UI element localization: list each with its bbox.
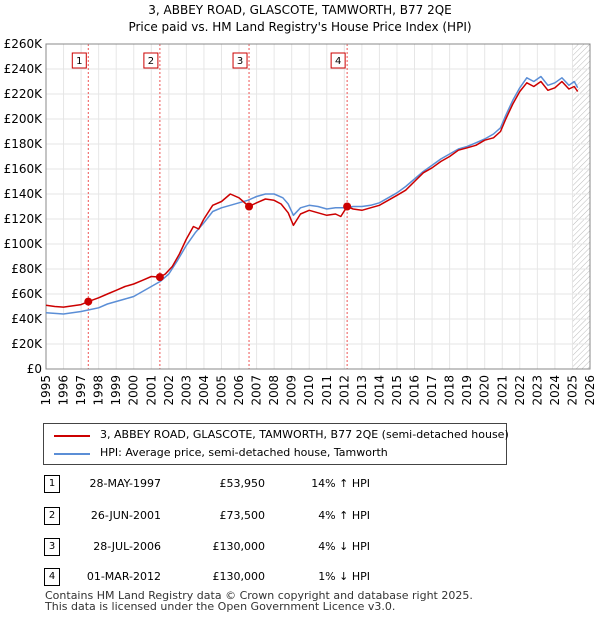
x-tick-label: 2013 bbox=[355, 375, 369, 406]
x-tick-label: 2008 bbox=[267, 375, 281, 406]
sale-point bbox=[343, 202, 352, 211]
sale-point bbox=[155, 273, 164, 282]
sale-marker-number: 1 bbox=[76, 56, 82, 67]
legend-swatch-property bbox=[54, 435, 90, 437]
footer-attribution: Contains HM Land Registry data © Crown c… bbox=[45, 590, 473, 612]
sale-number-badge: 4 bbox=[44, 568, 60, 586]
chart-title: 3, ABBEY ROAD, GLASCOTE, TAMWORTH, B77 2… bbox=[148, 3, 451, 17]
sale-price: £130,000 bbox=[212, 540, 266, 553]
x-tick-label: 2001 bbox=[144, 375, 158, 406]
y-tick-label: £260K bbox=[4, 37, 44, 51]
sale-marker-number: 4 bbox=[335, 56, 341, 67]
price-chart: 3, ABBEY ROAD, GLASCOTE, TAMWORTH, B77 2… bbox=[4, 3, 597, 406]
x-tick-label: 2019 bbox=[460, 375, 474, 406]
x-tick-label: 2011 bbox=[320, 375, 334, 406]
y-tick-label: £220K bbox=[4, 87, 44, 101]
sale-number-badge: 2 bbox=[44, 507, 60, 525]
x-tick-label: 2009 bbox=[285, 375, 299, 406]
y-tick-label: £40K bbox=[11, 312, 43, 326]
x-tick-label: 2026 bbox=[583, 375, 597, 406]
series-line bbox=[45, 75, 579, 315]
sale-hpi-diff: 1% ↓ HPI bbox=[318, 570, 370, 583]
x-tick-label: 2000 bbox=[127, 375, 141, 406]
x-tick-label: 2007 bbox=[250, 375, 264, 406]
x-tick-label: 2025 bbox=[565, 375, 579, 406]
sale-price: £73,500 bbox=[219, 509, 266, 522]
y-tick-label: £200K bbox=[4, 112, 44, 126]
legend-swatch-hpi bbox=[54, 453, 90, 455]
x-tick-label: 2004 bbox=[197, 375, 211, 406]
x-tick-label: 2023 bbox=[530, 375, 544, 406]
sale-number-badge: 3 bbox=[44, 538, 60, 556]
x-tick-label: 2022 bbox=[513, 375, 527, 406]
legend-label-property: 3, ABBEY ROAD, GLASCOTE, TAMWORTH, B77 2… bbox=[100, 428, 509, 441]
y-tick-label: £160K bbox=[4, 162, 44, 176]
x-tick-label: 1996 bbox=[57, 375, 71, 406]
sale-hpi-diff: 4% ↑ HPI bbox=[318, 509, 370, 522]
x-tick-label: 2012 bbox=[337, 375, 351, 406]
sale-date: 01-MAR-2012 bbox=[86, 570, 161, 583]
sales-table-row: 4 01-MAR-2012 £130,000 1% ↓ HPI bbox=[0, 566, 600, 588]
y-tick-label: £100K bbox=[4, 237, 44, 251]
x-tick-label: 2005 bbox=[214, 375, 228, 406]
x-tick-label: 2021 bbox=[495, 375, 509, 406]
x-tick-label: 2015 bbox=[390, 375, 404, 406]
x-tick-label: 2010 bbox=[302, 375, 316, 406]
sales-table-row: 2 26-JUN-2001 £73,500 4% ↑ HPI bbox=[0, 505, 600, 527]
legend: 3, ABBEY ROAD, GLASCOTE, TAMWORTH, B77 2… bbox=[43, 423, 509, 465]
sale-marker-box bbox=[232, 52, 248, 69]
y-tick-label: £60K bbox=[11, 287, 43, 301]
plot-area: £0 £20K £40K £60K £80K £100K £120K £140K £160K £1… bbox=[4, 37, 597, 406]
sale-number-badge: 1 bbox=[44, 475, 60, 493]
legend-item-hpi: HPI: Average price, semi-detached house,… bbox=[44, 445, 506, 463]
sale-date: 28-JUL-2006 bbox=[93, 540, 161, 553]
x-tick-label: 1998 bbox=[92, 375, 106, 406]
legend-item-property: 3, ABBEY ROAD, GLASCOTE, TAMWORTH, B77 2… bbox=[44, 427, 509, 445]
x-tick-label: 1999 bbox=[109, 375, 123, 406]
y-tick-label: £0 bbox=[27, 362, 42, 376]
legend-label-hpi: HPI: Average price, semi-detached house,… bbox=[100, 446, 388, 459]
x-tick-label: 2020 bbox=[478, 375, 492, 406]
x-tick-label: 2016 bbox=[408, 375, 422, 406]
sale-marker-box bbox=[143, 52, 159, 69]
y-tick-label: £240K bbox=[4, 62, 44, 76]
x-tick-label: 2024 bbox=[548, 375, 562, 406]
x-tick-label: 2002 bbox=[162, 375, 176, 406]
sales-table-row: 1 28-MAY-1997 £53,950 14% ↑ HPI bbox=[0, 473, 600, 495]
sale-marker-number: 2 bbox=[148, 56, 154, 67]
sale-point bbox=[84, 297, 93, 306]
x-tick-label: 2017 bbox=[425, 375, 439, 406]
y-tick-label: £80K bbox=[11, 262, 43, 276]
forecast-hatch-region bbox=[572, 44, 590, 369]
sale-hpi-diff: 4% ↓ HPI bbox=[318, 540, 370, 553]
series-line bbox=[45, 80, 579, 308]
x-tick-label: 1997 bbox=[74, 375, 88, 406]
footer-copyright: Contains HM Land Registry data © Crown c… bbox=[45, 589, 473, 602]
sale-marker-box bbox=[330, 52, 346, 69]
y-tick-label: £20K bbox=[11, 337, 43, 351]
plot-frame bbox=[45, 43, 591, 370]
sale-price: £53,950 bbox=[219, 477, 266, 490]
sale-point bbox=[245, 202, 254, 211]
sale-hpi-diff: 14% ↑ HPI bbox=[311, 477, 370, 490]
x-tick-label: 2014 bbox=[372, 375, 386, 406]
x-tick-label: 2003 bbox=[179, 375, 193, 406]
sale-marker-box bbox=[71, 52, 87, 69]
sale-marker-number: 3 bbox=[237, 56, 243, 67]
x-tick-label: 2006 bbox=[232, 375, 246, 406]
sale-price: £130,000 bbox=[212, 570, 266, 583]
sale-date: 26-JUN-2001 bbox=[90, 509, 161, 522]
y-tick-label: £180K bbox=[4, 137, 44, 151]
sale-date: 28-MAY-1997 bbox=[89, 477, 161, 490]
footer-licence: This data is licensed under the Open Gov… bbox=[45, 600, 396, 613]
chart-subtitle: Price paid vs. HM Land Registry's House … bbox=[128, 20, 471, 34]
x-tick-label: 2018 bbox=[443, 375, 457, 406]
y-tick-label: £120K bbox=[4, 212, 44, 226]
sales-table-row: 3 28-JUL-2006 £130,000 4% ↓ HPI bbox=[0, 536, 600, 558]
x-tick-label: 1995 bbox=[39, 375, 53, 406]
y-tick-label: £140K bbox=[4, 187, 44, 201]
